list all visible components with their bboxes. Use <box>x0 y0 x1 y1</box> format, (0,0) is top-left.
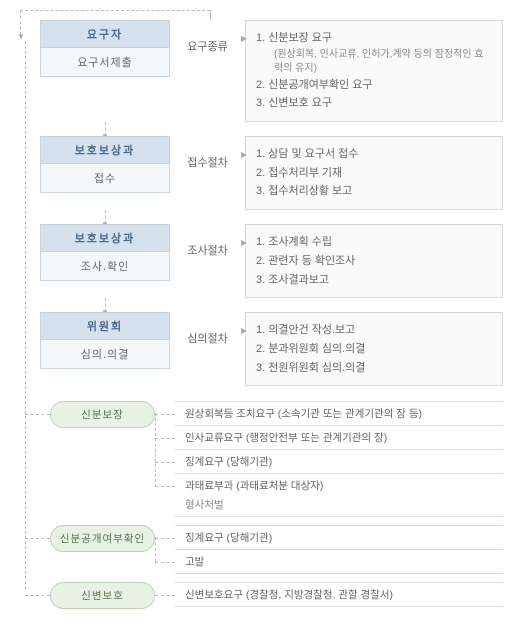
stage-sub: 접수 <box>41 164 169 192</box>
detail-item: 2. 접수처리부 기재 <box>256 164 492 183</box>
outcome-details: 원상회복등 조치요구 (소속기관 또는 관계기관의 장 등)인사교류요구 (행정… <box>175 401 503 517</box>
arrow-label: 조사절차 <box>170 224 245 258</box>
outcome-details: 신변보호요구 (경찰청, 지방경찰청, 관할 경찰서) <box>175 582 503 607</box>
outcome-item: 고발 <box>175 549 503 574</box>
stage-row: 보호보상과조사.확인조사절차1. 조사계획 수립2. 관련자 등 확인조사3. … <box>40 224 503 298</box>
outcome-pill: 신변보호 <box>50 582 155 609</box>
stage-box: 요구자요구서제출 <box>40 20 170 77</box>
detail-item: 1. 신분보장 요구 <box>256 29 492 48</box>
outcome-subitem: 형사처벌 <box>175 497 503 517</box>
arrow-label: 접수절차 <box>170 136 245 170</box>
outcome-details: 징계요구 (당해기관)고발 <box>175 525 503 574</box>
stage-header: 요구자 <box>41 21 169 48</box>
detail-item: 1. 조사계획 수립 <box>256 233 492 252</box>
stage-sub: 심의.의결 <box>41 340 169 368</box>
detail-item: 3. 접수처리상황 보고 <box>256 182 492 201</box>
stage-sub: 요구서제출 <box>41 48 169 76</box>
detail-item: 3. 조사결과보고 <box>256 271 492 290</box>
detail-box: 1. 상담 및 요구서 접수2. 접수처리부 기재3. 접수처리상황 보고 <box>245 136 503 210</box>
stage-box: 위원회심의.의결 <box>40 312 170 369</box>
detail-item: (원상회복, 인사교류, 인허가,계약 등의 잠정적인 효력의 유지) <box>256 48 492 76</box>
outcome-row: 신분공개여부확인 징계요구 (당해기관)고발 <box>50 525 503 574</box>
detail-item: 1. 의결안건 작성.보고 <box>256 321 492 340</box>
detail-item: 2. 신분공개여부확인 요구 <box>256 76 492 95</box>
outcome-pill: 신분보장 <box>50 401 155 428</box>
stage-header: 위원회 <box>41 313 169 340</box>
detail-item: 3. 전원위원회 심의.의결 <box>256 359 492 378</box>
outcome-item: 징계요구 (당해기관) <box>175 449 503 473</box>
stage-row: 위원회심의.의결심의절차1. 의결안건 작성.보고2. 분과위원회 심의.의결3… <box>40 312 503 386</box>
outcome-pill: 신분공개여부확인 <box>50 525 155 552</box>
detail-box: 1. 신분보장 요구(원상회복, 인사교류, 인허가,계약 등의 잠정적인 효력… <box>245 20 503 122</box>
outcome-item: 징계요구 (당해기관) <box>175 525 503 549</box>
arrow-label: 요구종류 <box>170 20 245 54</box>
stage-sub: 조사.확인 <box>41 252 169 280</box>
detail-item: 2. 관련자 등 확인조사 <box>256 252 492 271</box>
arrow-label: 심의절차 <box>170 312 245 346</box>
stage-row: 보호보상과접수접수절차1. 상담 및 요구서 접수2. 접수처리부 기재3. 접… <box>40 136 503 210</box>
stage-header: 보호보상과 <box>41 225 169 252</box>
detail-item: 3. 신변보호 요구 <box>256 94 492 113</box>
detail-item: 1. 상담 및 요구서 접수 <box>256 145 492 164</box>
outcome-item: 인사교류요구 (행정안전부 또는 관계기관의 장) <box>175 425 503 449</box>
stage-header: 보호보상과 <box>41 137 169 164</box>
outcome-row: 신분보장 원상회복등 조치요구 (소속기관 또는 관계기관의 장 등)인사교류요구… <box>50 401 503 517</box>
detail-item: 2. 분과위원회 심의.의결 <box>256 340 492 359</box>
outcome-item: 원상회복등 조치요구 (소속기관 또는 관계기관의 장 등) <box>175 401 503 425</box>
outcome-row: 신변보호 신변보호요구 (경찰청, 지방경찰청, 관할 경찰서) <box>50 582 503 609</box>
outcome-item: 신변보호요구 (경찰청, 지방경찰청, 관할 경찰서) <box>175 582 503 607</box>
stage-box: 보호보상과접수 <box>40 136 170 193</box>
stage-row: 요구자요구서제출요구종류1. 신분보장 요구(원상회복, 인사교류, 인허가,계… <box>40 20 503 122</box>
outcome-item: 과태료부과 (과태료처분 대상자) <box>175 473 503 497</box>
detail-box: 1. 조사계획 수립2. 관련자 등 확인조사3. 조사결과보고 <box>245 224 503 298</box>
stage-box: 보호보상과조사.확인 <box>40 224 170 281</box>
detail-box: 1. 의결안건 작성.보고2. 분과위원회 심의.의결3. 전원위원회 심의.의… <box>245 312 503 386</box>
